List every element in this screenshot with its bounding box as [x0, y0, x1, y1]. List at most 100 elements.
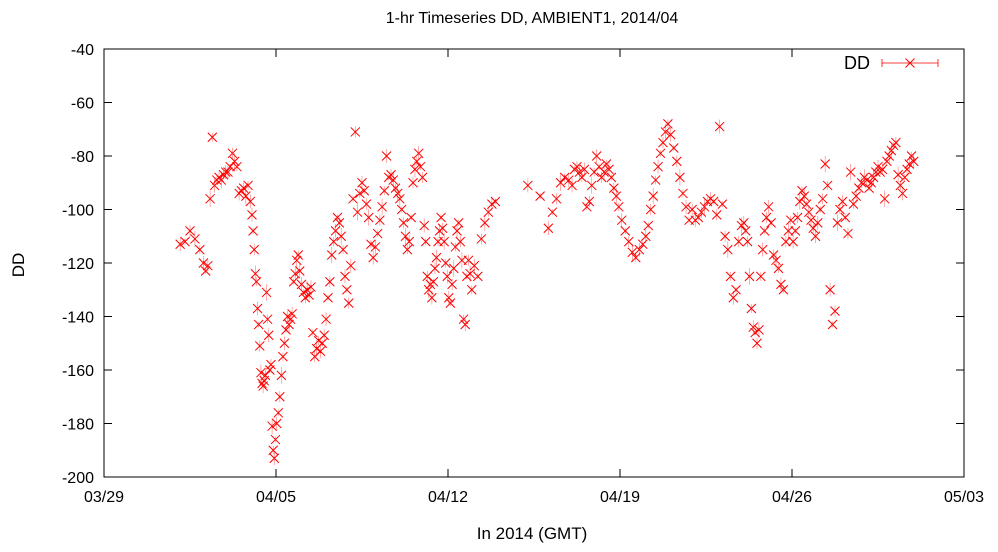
x-marker-stroke — [270, 434, 281, 445]
data-point — [868, 169, 879, 186]
data-point — [788, 234, 798, 249]
x-marker-stroke — [404, 236, 415, 247]
data-point — [402, 244, 413, 255]
x-marker-stroke — [439, 236, 450, 247]
data-point — [668, 143, 679, 153]
x-marker-stroke — [827, 319, 838, 330]
data-point — [460, 317, 471, 332]
x-marker-stroke — [377, 201, 387, 212]
x-tick-label: 03/29 — [84, 489, 124, 506]
x-marker-stroke — [794, 196, 805, 207]
x-marker-stroke — [345, 260, 356, 271]
x-marker-stroke — [584, 196, 595, 207]
chart-title: 1-hr Timeseries DD, AMBIENT1, 2014/04 — [386, 10, 679, 27]
y-tick-label: -160 — [62, 363, 94, 380]
x-marker-stroke — [547, 207, 558, 218]
data-point — [216, 171, 227, 189]
data-point — [200, 266, 211, 276]
data-point — [535, 191, 545, 201]
x-marker-stroke — [396, 204, 407, 215]
data-point — [768, 249, 779, 261]
data-point — [238, 182, 249, 194]
x-marker-stroke — [480, 218, 490, 228]
data-point — [445, 298, 456, 308]
x-marker-stroke — [423, 284, 434, 295]
x-marker-stroke — [445, 298, 456, 308]
data-point — [761, 211, 772, 224]
data-point — [591, 149, 602, 163]
x-marker-stroke — [443, 292, 454, 303]
data-point — [442, 269, 453, 284]
data-point — [315, 344, 326, 359]
data-point — [754, 321, 764, 339]
data-point — [180, 236, 190, 247]
x-marker-stroke — [660, 127, 671, 137]
x-marker-stroke — [879, 193, 890, 204]
x-marker-stroke — [884, 151, 895, 161]
x-marker-stroke — [801, 199, 812, 210]
data-point — [422, 270, 433, 282]
x-marker-stroke — [759, 226, 770, 236]
x-marker-stroke — [678, 188, 688, 199]
data-point — [267, 417, 277, 435]
x-marker-stroke — [606, 172, 617, 183]
x-marker-stroke — [366, 239, 376, 250]
x-marker-stroke — [904, 159, 915, 169]
x-marker-stroke — [465, 268, 475, 279]
data-point — [370, 240, 381, 254]
x-marker-stroke — [711, 209, 722, 220]
data-point — [722, 241, 733, 258]
data-point — [278, 351, 288, 362]
x-marker-stroke — [594, 161, 604, 172]
x-marker-stroke — [203, 260, 213, 271]
x-marker-stroke — [781, 236, 791, 247]
x-marker-stroke — [882, 156, 892, 167]
data-point — [205, 190, 215, 207]
data-point — [773, 263, 784, 274]
x-marker-stroke — [817, 193, 828, 204]
x-marker-stroke — [284, 319, 294, 330]
x-tick-label: 04/19 — [600, 489, 640, 506]
x-marker-stroke — [240, 191, 251, 201]
x-marker-stroke — [330, 226, 341, 236]
x-marker-stroke — [422, 271, 433, 282]
data-point — [400, 228, 411, 245]
x-marker-stroke — [266, 359, 276, 370]
data-point — [379, 185, 390, 196]
data-point — [483, 207, 494, 218]
data-point — [308, 327, 318, 338]
x-marker-stroke — [368, 252, 379, 263]
data-point — [253, 319, 264, 330]
x-marker-stroke — [406, 212, 416, 223]
data-point — [572, 161, 582, 173]
data-point — [285, 314, 296, 325]
x-marker-stroke — [761, 212, 772, 223]
x-marker-stroke — [630, 252, 641, 263]
x-marker-stroke — [806, 215, 816, 226]
x-marker-stroke — [832, 218, 843, 228]
data-point — [893, 166, 903, 183]
x-marker-stroke — [263, 330, 274, 341]
x-marker-stroke — [820, 159, 831, 169]
x-marker-stroke — [681, 201, 691, 212]
data-point — [766, 218, 776, 228]
data-point — [687, 203, 698, 216]
x-marker-stroke — [886, 145, 897, 156]
data-point — [472, 271, 483, 282]
data-point — [396, 204, 407, 215]
data-point — [306, 280, 316, 294]
data-point — [717, 199, 728, 210]
data-point — [190, 230, 200, 248]
x-marker-stroke — [269, 453, 280, 464]
x-marker-stroke — [665, 129, 676, 140]
x-marker-stroke — [200, 266, 211, 276]
data-point — [899, 172, 910, 183]
x-marker-stroke — [279, 338, 290, 349]
data-point — [321, 312, 331, 327]
x-marker-stroke — [411, 156, 422, 167]
x-marker-stroke — [308, 327, 318, 338]
data-point — [394, 191, 405, 206]
x-marker-stroke — [402, 244, 413, 255]
x-marker-stroke — [452, 226, 462, 236]
